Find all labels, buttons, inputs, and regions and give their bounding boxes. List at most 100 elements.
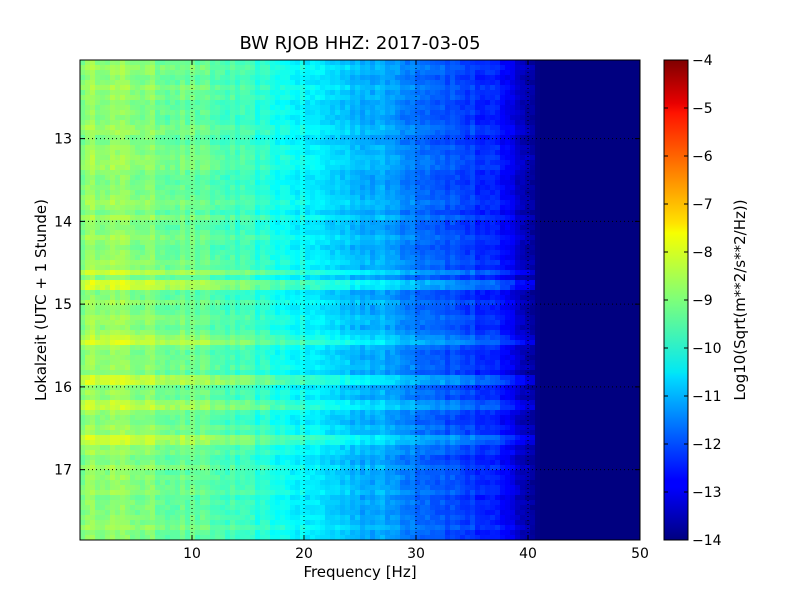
- spectrogram-cell: [255, 270, 261, 276]
- spectrogram-cell: [110, 215, 116, 221]
- spectrogram-cell: [630, 210, 636, 216]
- spectrogram-cell: [385, 165, 391, 171]
- spectrogram-cell: [480, 175, 486, 181]
- spectrogram-cell: [140, 255, 146, 261]
- spectrogram-cell: [570, 125, 576, 131]
- spectrogram-cell: [160, 90, 166, 96]
- spectrogram-cell: [370, 180, 376, 186]
- spectrogram-cell: [100, 155, 106, 161]
- spectrogram-cell: [250, 135, 256, 141]
- spectrogram-cell: [155, 120, 161, 126]
- spectrogram-cell: [445, 275, 451, 281]
- spectrogram-cell: [405, 80, 411, 86]
- spectrogram-cell: [370, 95, 376, 101]
- spectrogram-cell: [460, 205, 466, 211]
- spectrogram-cell: [590, 230, 596, 236]
- spectrogram-cell: [160, 230, 166, 236]
- spectrogram-cell: [420, 130, 426, 136]
- spectrogram-cell: [115, 200, 121, 206]
- spectrogram-cell: [135, 205, 141, 211]
- spectrogram-cell: [150, 105, 156, 111]
- spectrogram-cell: [345, 235, 351, 241]
- spectrogram-cell: [405, 260, 411, 266]
- spectrogram-cell: [235, 125, 241, 131]
- spectrogram-cell: [505, 115, 511, 121]
- spectrogram-cell: [515, 195, 521, 201]
- spectrogram-cell: [230, 275, 236, 281]
- spectrogram-cell: [90, 215, 96, 221]
- spectrogram-cell: [295, 235, 301, 241]
- spectrogram-cell: [260, 85, 266, 91]
- spectrogram-cell: [345, 190, 351, 196]
- spectrogram-cell: [155, 145, 161, 151]
- spectrogram-cell: [340, 85, 346, 91]
- spectrogram-cell: [365, 185, 371, 191]
- spectrogram-cell: [480, 190, 486, 196]
- spectrogram-cell: [525, 225, 531, 231]
- spectrogram-cell: [525, 245, 531, 251]
- spectrogram-cell: [545, 180, 551, 186]
- spectrogram-cell: [95, 215, 101, 221]
- spectrogram-cell: [260, 90, 266, 96]
- spectrogram-cell: [580, 75, 586, 81]
- spectrogram-cell: [625, 115, 631, 121]
- spectrogram-cell: [610, 185, 616, 191]
- spectrogram-cell: [495, 185, 501, 191]
- spectrogram-cell: [455, 245, 461, 251]
- spectrogram-cell: [145, 185, 151, 191]
- spectrogram-cell: [460, 150, 466, 156]
- spectrogram-cell: [370, 270, 376, 276]
- spectrogram-cell: [95, 135, 101, 141]
- spectrogram-cell: [385, 130, 391, 136]
- spectrogram-cell: [435, 135, 441, 141]
- spectrogram-cell: [310, 165, 316, 171]
- spectrogram-cell: [300, 85, 306, 91]
- spectrogram-cell: [470, 75, 476, 81]
- spectrogram-cell: [95, 165, 101, 171]
- spectrogram-cell: [155, 240, 161, 246]
- spectrogram-cell: [125, 220, 131, 226]
- spectrogram-cell: [360, 200, 366, 206]
- spectrogram-cell: [275, 280, 281, 286]
- spectrogram-cell: [155, 230, 161, 236]
- spectrogram-cell: [435, 130, 441, 136]
- spectrogram-cell: [395, 225, 401, 231]
- spectrogram-cell: [605, 230, 611, 236]
- spectrogram-cell: [345, 185, 351, 191]
- spectrogram-cell: [215, 220, 221, 226]
- spectrogram-cell: [600, 235, 606, 241]
- spectrogram-cell: [175, 150, 181, 156]
- spectrogram-cell: [205, 120, 211, 126]
- spectrogram-cell: [400, 155, 406, 161]
- spectrogram-cell: [555, 100, 561, 106]
- spectrogram-cell: [130, 95, 136, 101]
- spectrogram-cell: [575, 185, 581, 191]
- spectrogram-cell: [130, 275, 136, 281]
- spectrogram-cell: [200, 275, 206, 281]
- spectrogram-cell: [355, 125, 361, 131]
- spectrogram-cell: [170, 225, 176, 231]
- spectrogram-cell: [555, 250, 561, 256]
- spectrogram-cell: [215, 225, 221, 231]
- spectrogram-cell: [250, 180, 256, 186]
- spectrogram-cell: [455, 225, 461, 231]
- spectrogram-cell: [270, 280, 276, 286]
- spectrogram-cell: [90, 120, 96, 126]
- spectrogram-cell: [185, 180, 191, 186]
- spectrogram-cell: [475, 165, 481, 171]
- spectrogram-cell: [565, 145, 571, 151]
- spectrogram-cell: [100, 205, 106, 211]
- spectrogram-cell: [450, 260, 456, 266]
- spectrogram-cell: [265, 230, 271, 236]
- spectrogram-cell: [335, 205, 341, 211]
- spectrogram-cell: [575, 200, 581, 206]
- spectrogram-cell: [405, 100, 411, 106]
- spectrogram-cell: [535, 115, 541, 121]
- spectrogram-cell: [630, 110, 636, 116]
- spectrogram-cell: [80, 205, 86, 211]
- spectrogram-cell: [455, 270, 461, 276]
- spectrogram-cell: [345, 210, 351, 216]
- spectrogram-cell: [570, 220, 576, 226]
- spectrogram-cell: [85, 140, 91, 146]
- spectrogram-cell: [270, 170, 276, 176]
